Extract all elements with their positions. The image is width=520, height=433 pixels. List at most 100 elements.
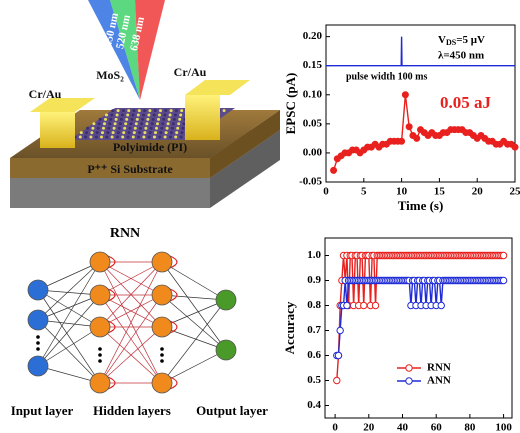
bias-subscript: DS bbox=[446, 38, 457, 47]
recurrent-loop bbox=[107, 255, 116, 269]
y-tick-label: 0.00 bbox=[303, 146, 323, 158]
data-point bbox=[333, 376, 341, 385]
neuron bbox=[27, 279, 49, 301]
atom bbox=[123, 126, 127, 130]
connection bbox=[37, 294, 101, 367]
connection bbox=[37, 365, 101, 384]
ellipsis-dot bbox=[98, 359, 102, 363]
atom bbox=[222, 109, 226, 113]
neuron bbox=[151, 316, 173, 338]
atom bbox=[159, 109, 162, 113]
bias-value: =5 μV bbox=[456, 34, 485, 46]
data-point bbox=[343, 301, 351, 310]
atom bbox=[86, 126, 90, 130]
atom bbox=[175, 131, 179, 135]
data-point bbox=[437, 301, 445, 310]
atom bbox=[91, 126, 95, 130]
annotation-pulse: pulse width 100 ms bbox=[346, 71, 428, 82]
bias-symbol: V bbox=[438, 34, 446, 46]
atom bbox=[109, 117, 113, 121]
ellipsis-dot bbox=[160, 353, 164, 357]
atom bbox=[128, 126, 132, 130]
electrode-label: Cr/Au bbox=[174, 65, 207, 79]
atom bbox=[143, 131, 147, 135]
atom bbox=[126, 135, 130, 139]
recurrent-loop bbox=[169, 320, 178, 334]
atom bbox=[104, 117, 107, 121]
atom bbox=[138, 131, 142, 135]
network-title: RNN bbox=[110, 226, 140, 241]
x-tick-label: 60 bbox=[431, 422, 443, 433]
x-tick-label: 5 bbox=[361, 186, 367, 198]
atom bbox=[179, 113, 183, 117]
atom bbox=[116, 131, 120, 135]
connection bbox=[37, 326, 101, 367]
atom bbox=[122, 131, 126, 135]
atom bbox=[79, 131, 83, 135]
electrode-right bbox=[185, 95, 220, 140]
atom bbox=[127, 131, 131, 135]
layer-label: Input layer bbox=[11, 403, 74, 418]
neuron bbox=[89, 372, 111, 394]
atom bbox=[169, 109, 173, 113]
legend-label: RNN bbox=[427, 362, 451, 374]
chart: 0 5 10 15 20 25 -0.05 0.00 0.05 0.10 0.15 0.20 Time … bbox=[283, 24, 520, 213]
atom bbox=[168, 135, 172, 139]
atom bbox=[108, 122, 112, 126]
series-line bbox=[336, 254, 504, 381]
recurrent-loop bbox=[107, 288, 116, 302]
connection bbox=[37, 289, 101, 384]
atom bbox=[180, 109, 184, 113]
y-tick-label: 1.0 bbox=[307, 249, 321, 261]
chart: 0204060801000.40.50.60.70.80.91.0EpochsA… bbox=[282, 237, 513, 433]
atom bbox=[139, 126, 143, 130]
atom bbox=[137, 135, 141, 139]
beam-red bbox=[135, 0, 165, 100]
data-point bbox=[334, 351, 343, 360]
x-tick-label: 0 bbox=[332, 422, 338, 433]
neuron bbox=[89, 251, 111, 273]
y-tick-label: 0.20 bbox=[303, 30, 323, 42]
series-line bbox=[336, 279, 504, 357]
atom bbox=[114, 117, 118, 121]
atom bbox=[131, 113, 135, 117]
connection bbox=[37, 261, 101, 321]
atom bbox=[164, 109, 168, 113]
atom bbox=[179, 135, 183, 139]
y-tick-label: 0.5 bbox=[307, 374, 321, 386]
atom bbox=[134, 122, 138, 126]
atom bbox=[98, 117, 102, 121]
y-tick-label: 0.05 bbox=[303, 117, 323, 129]
y-tick-label: 0.6 bbox=[307, 349, 321, 361]
connection bbox=[37, 319, 101, 384]
atom bbox=[113, 122, 117, 126]
x-tick-label: 80 bbox=[464, 422, 476, 433]
ellipsis-dot bbox=[36, 341, 40, 345]
connection bbox=[37, 294, 101, 321]
atom bbox=[100, 135, 103, 139]
atom bbox=[144, 126, 148, 130]
data-point bbox=[360, 301, 368, 310]
legend-marker bbox=[405, 377, 413, 385]
recurrent-loop bbox=[107, 376, 116, 390]
atom bbox=[111, 131, 115, 135]
ellipsis-dot bbox=[98, 353, 102, 357]
channel-label: MoS₂ bbox=[96, 68, 124, 82]
ellipsis-dot bbox=[36, 347, 40, 351]
atom bbox=[163, 113, 167, 117]
atom bbox=[120, 113, 124, 117]
atom bbox=[182, 122, 186, 126]
x-tick-label: 15 bbox=[434, 186, 446, 198]
atom bbox=[145, 122, 149, 126]
atom bbox=[157, 117, 160, 121]
data-point bbox=[336, 326, 344, 335]
layer-label: Output layer bbox=[196, 403, 268, 418]
electrode-left bbox=[40, 112, 75, 148]
atom bbox=[84, 135, 88, 139]
data-point bbox=[401, 91, 409, 99]
atom bbox=[153, 135, 156, 139]
atom bbox=[110, 113, 114, 117]
atom bbox=[158, 113, 161, 117]
x-tick-label: 100 bbox=[495, 422, 512, 433]
